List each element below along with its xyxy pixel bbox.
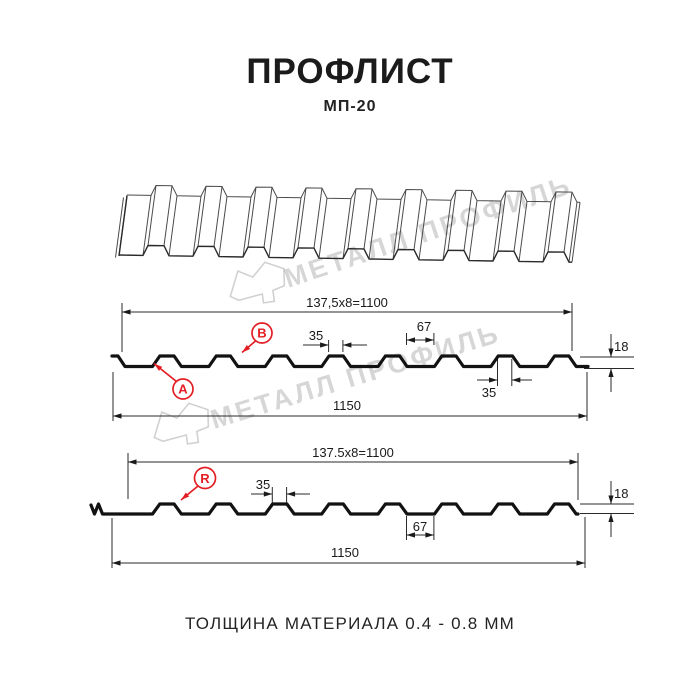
dim-overall-a: 1150 — [333, 398, 361, 413]
sheet-3d-rib-line — [397, 189, 407, 250]
section-a-profile — [110, 354, 590, 369]
sheet-3d-rib-line — [563, 192, 573, 253]
material-thickness-note: ТОЛЩИНА МАТЕРИАЛА 0.4 - 0.8 ММ — [184, 614, 516, 633]
sheet-3d-rib-line — [442, 200, 452, 261]
callout-b: B — [257, 326, 266, 341]
sheet-3d-rib-line — [463, 190, 473, 251]
sheet-3d-rib-line — [392, 199, 402, 260]
arrowhead — [489, 377, 498, 383]
arrowhead — [578, 413, 587, 419]
sheet-3d-rib-line — [318, 198, 328, 259]
dim-module-a: 137,5x8=1100 — [306, 295, 388, 310]
arrowhead — [608, 495, 614, 504]
dim-valley-a: 67 — [417, 319, 431, 334]
arrowhead — [425, 532, 434, 538]
sheet-3d-edge — [118, 195, 128, 257]
sheet-3d-rib-line — [568, 202, 578, 263]
sheet-3d-rib-line — [547, 191, 557, 252]
sheet-3d-rib-line — [147, 185, 157, 246]
callout-r: R — [200, 471, 210, 486]
arrowhead — [608, 513, 614, 522]
arrowhead — [406, 532, 415, 538]
dim-valley-r: 67 — [413, 519, 427, 534]
section-r-profile — [89, 502, 580, 516]
dim-height-r: 18 — [614, 486, 628, 501]
sheet-3d-rib-line — [263, 187, 273, 248]
arrowhead — [181, 492, 190, 500]
sheet-3d-rib-line — [513, 191, 523, 252]
sheet-3d-rib-line — [518, 201, 528, 262]
watermark-text-1: МЕТАЛЛ ПРОФИЛЬ — [280, 170, 575, 294]
sheet-3d-rib-line — [242, 196, 252, 258]
sheet-3d-rib-line — [213, 186, 223, 247]
section-r-dimensions: 137.5x8=1100 35 67 18 1150 — [111, 445, 634, 568]
page-subtitle: МП-20 — [323, 98, 377, 115]
profile-3d-view — [115, 184, 581, 263]
sheet-3d-rib-line — [313, 188, 323, 249]
sheet-3d-edge — [115, 197, 124, 258]
sheet-3d-rib-line — [447, 190, 457, 251]
sheet-3d-rib-line — [342, 198, 352, 259]
sheet-3d-rib-line — [292, 197, 302, 258]
sheet-3d-rib-line — [197, 186, 207, 247]
arrowhead — [608, 348, 614, 357]
sheet-3d-rib-line — [347, 188, 357, 249]
dim-rib-top-bottom-a: 35 — [482, 385, 496, 400]
arrowhead — [425, 337, 434, 343]
header: ПРОФЛИСТ МП-20 — [0, 54, 700, 116]
arrowhead — [113, 413, 122, 419]
arrowhead — [112, 560, 121, 566]
arrowhead — [576, 560, 585, 566]
dim-module-r: 137.5x8=1100 — [312, 445, 394, 460]
arrowhead — [154, 363, 163, 371]
sheet-3d-rib-line — [413, 189, 423, 250]
sheet-3d-rib-line — [363, 188, 373, 249]
sheet-3d-rib-line — [192, 196, 202, 257]
sheet-3d-rib-line — [542, 201, 552, 262]
sheet-3d-rib-line — [368, 198, 378, 260]
arrowhead — [342, 342, 352, 348]
arrowhead — [569, 459, 578, 465]
sheet-3d-rib-line — [571, 202, 581, 263]
sheet-3d-edge — [126, 184, 580, 203]
sheet-3d-edge — [118, 244, 572, 263]
sheet-3d-rib-line — [163, 185, 173, 246]
page-title: ПРОФЛИСТ — [246, 52, 454, 91]
section-a-dimensions: 137,5x8=1100 35 67 35 18 1150 — [112, 295, 634, 421]
sheet-3d-rib-line — [497, 190, 507, 252]
sheet-3d-rib-line — [268, 197, 278, 258]
sheet-3d-rib-line — [168, 195, 178, 256]
arrowhead — [242, 345, 251, 353]
sheet-3d-rib-line — [468, 200, 478, 261]
dim-rib-top-r: 35 — [256, 477, 270, 492]
arrowhead — [563, 309, 572, 315]
dim-height-a: 18 — [614, 339, 628, 354]
arrowhead — [128, 459, 137, 465]
dimension-arrowheads — [112, 309, 614, 566]
sheet-3d-rib-line — [247, 186, 257, 248]
arrowhead — [320, 342, 329, 348]
sheet-3d-rib-line — [218, 196, 228, 257]
sheet-3d-rib-line — [492, 200, 502, 262]
sheet-3d-rib-line — [142, 195, 152, 256]
arrowhead — [406, 337, 415, 343]
arrowhead — [511, 377, 521, 383]
arrowhead — [263, 491, 273, 497]
dim-overall-r: 1150 — [331, 545, 359, 560]
sheet-3d-rib-line — [297, 187, 307, 248]
arrowhead — [122, 309, 131, 315]
dim-rib-top-a: 35 — [309, 328, 323, 343]
callout-a: A — [178, 382, 188, 397]
watermark-logo-2: МЕТАЛЛ ПРОФИЛЬ — [149, 318, 504, 450]
sheet-3d-rib-line — [418, 199, 428, 260]
arrowhead — [608, 368, 614, 377]
watermark-logo-1: МЕТАЛЛ ПРОФИЛЬ — [225, 170, 576, 309]
arrowhead — [286, 491, 296, 497]
